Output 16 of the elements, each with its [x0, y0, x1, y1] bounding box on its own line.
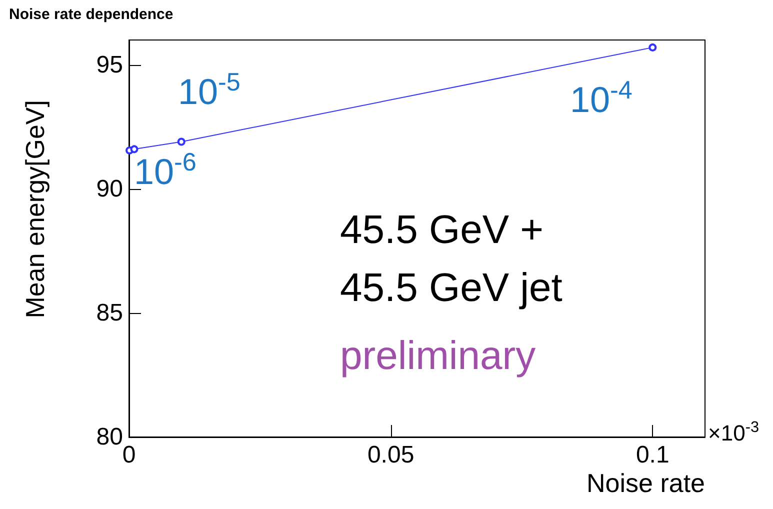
x-tick-label: 0.05 — [367, 442, 414, 468]
point — [130, 145, 138, 154]
annotation: 45.5 GeV + — [340, 208, 544, 252]
y-tick-label: 85 — [96, 299, 123, 326]
y-axis-title: Mean energy[GeV] — [20, 100, 50, 318]
annotation: preliminary — [340, 334, 536, 378]
x-axis-title: Noise rate — [586, 468, 705, 498]
y-tick-label: 80 — [96, 424, 123, 450]
chart-title: Noise rate dependence — [9, 6, 174, 23]
x-tick-label: 0 — [122, 442, 136, 468]
point — [648, 43, 657, 52]
y-tick-label: 90 — [96, 175, 123, 202]
x-tick-label: 0.1 — [636, 442, 670, 468]
y-tick-label: 95 — [96, 51, 123, 78]
point — [177, 138, 186, 146]
annotation: 45.5 GeV jet — [340, 266, 562, 310]
